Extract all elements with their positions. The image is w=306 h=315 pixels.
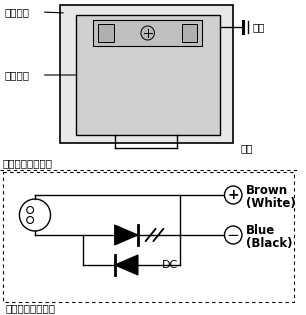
Text: 电源: 电源 (241, 143, 253, 153)
Circle shape (225, 226, 242, 244)
Circle shape (27, 207, 34, 214)
Circle shape (27, 216, 34, 224)
Circle shape (141, 26, 155, 40)
Text: 接线底座: 接线底座 (5, 70, 30, 80)
Text: 线圈外壳: 线圈外壳 (5, 7, 30, 17)
Bar (76, 15, 220, 135)
Bar (182, 24, 197, 42)
Text: 交流电磁阀接线图: 交流电磁阀接线图 (3, 158, 53, 168)
Text: DC: DC (162, 260, 178, 270)
Polygon shape (115, 255, 138, 275)
Text: (Black): (Black) (246, 237, 292, 249)
Bar (93, 20, 202, 46)
Text: −: − (227, 227, 240, 243)
Bar (3, 172, 294, 302)
Bar (60, 5, 233, 143)
Text: Blue: Blue (246, 224, 275, 237)
Text: 直流电磁阀接线图: 直流电磁阀接线图 (6, 303, 56, 313)
Polygon shape (115, 225, 138, 245)
Circle shape (20, 199, 50, 231)
Circle shape (225, 186, 242, 204)
Text: (White): (White) (246, 197, 296, 209)
Text: Brown: Brown (246, 184, 288, 197)
Text: +: + (227, 188, 239, 202)
Bar (98, 24, 114, 42)
Text: 接地: 接地 (253, 22, 265, 32)
